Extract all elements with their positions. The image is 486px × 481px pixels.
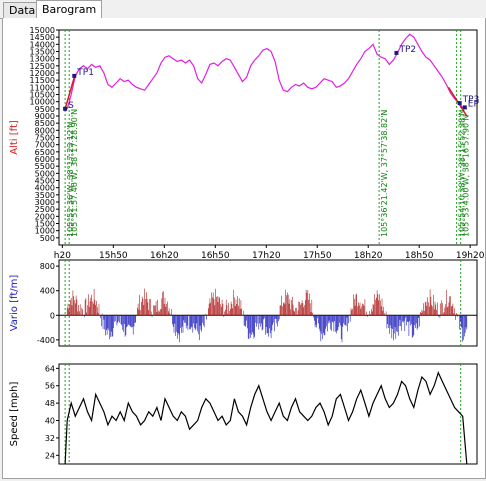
altitude-y-tick-label: 10500 bbox=[30, 91, 55, 100]
waypoint-coordinate-label: 105°36'21.42'W, 37°57'38.82'N bbox=[380, 110, 389, 237]
altitude-y-tick-label: 6500 bbox=[35, 148, 55, 157]
waypoint-coordinate-label: 105°52.36'W, 38°17.23.12'N bbox=[66, 122, 75, 237]
altitude-y-tick-label: 13000 bbox=[30, 55, 55, 64]
barogram-charts: 5001000150020002500300035004000450050005… bbox=[9, 26, 485, 465]
altitude-y-tick-label: 500 bbox=[40, 234, 55, 243]
altitude-y-tick-label: 9000 bbox=[35, 112, 55, 121]
waypoint-coordinate-label: 105°51.57.46'W, 38°17.28.90'N bbox=[70, 109, 79, 237]
waypoint-marker bbox=[72, 73, 77, 78]
altitude-y-tick-label: 5500 bbox=[35, 162, 55, 171]
task-leg-finish bbox=[447, 86, 468, 117]
altitude-x-tick-label: 19h20 bbox=[456, 251, 485, 261]
speed-y-tick-label: 64 bbox=[45, 364, 55, 373]
speed-y-tick-label: 40 bbox=[45, 417, 55, 426]
speed-line bbox=[64, 371, 468, 465]
vario-y-tick-label: -400 bbox=[37, 336, 55, 345]
speed-axis-label: Speed [mph] bbox=[9, 382, 20, 447]
altitude-y-tick-label: 12500 bbox=[30, 62, 55, 71]
altitude-y-tick-label: 4000 bbox=[35, 184, 55, 193]
altitude-y-tick-label: 3000 bbox=[35, 198, 55, 207]
altitude-y-tick-label: 2000 bbox=[35, 212, 55, 221]
waypoint-marker bbox=[462, 105, 467, 110]
altitude-y-tick-label: 2500 bbox=[35, 205, 55, 214]
altitude-y-tick-label: 9500 bbox=[35, 105, 55, 114]
altitude-y-tick-label: 7500 bbox=[35, 134, 55, 143]
speed-y-tick-label: 48 bbox=[45, 399, 55, 408]
vario-y-tick-label: 800 bbox=[40, 262, 55, 271]
vario-y-tick-label: 0 bbox=[50, 311, 55, 320]
vario-sink-trace bbox=[84, 315, 468, 343]
vario-climb-trace bbox=[66, 288, 459, 316]
altitude-axis-label: Alti [ft] bbox=[9, 120, 20, 155]
altitude-y-tick-label: 14000 bbox=[30, 40, 55, 49]
altitude-y-tick-label: 13500 bbox=[30, 48, 55, 57]
speed-y-tick-label: 56 bbox=[45, 382, 55, 391]
altitude-y-tick-label: 5000 bbox=[35, 169, 55, 178]
speed-y-tick-label: 32 bbox=[45, 434, 55, 443]
waypoint-coordinate-label: 105°54'10.38'W, 38°15'52.38'N bbox=[458, 110, 467, 237]
waypoint-label: EP bbox=[468, 99, 480, 109]
waypoint-marker bbox=[394, 50, 399, 55]
vario-axis-label: Vario [ft/m] bbox=[9, 275, 20, 332]
altitude-y-tick-label: 4500 bbox=[35, 177, 55, 186]
waypoint-label: TP3 bbox=[462, 95, 480, 105]
altitude-x-tick-label: 16h20 bbox=[150, 251, 179, 261]
waypoint-marker bbox=[457, 101, 462, 106]
speed-y-tick-label: 24 bbox=[45, 451, 55, 460]
altitude-plot-frame bbox=[58, 29, 478, 246]
altitude-x-tick-label: h20 bbox=[54, 251, 71, 261]
task-leg-start bbox=[64, 77, 76, 110]
tab-barogram[interactable]: Barogram bbox=[36, 0, 103, 19]
altitude-y-tick-label: 11500 bbox=[30, 76, 55, 85]
waypoint-label: TP1 bbox=[76, 68, 94, 78]
barogram-panel: 500 1000 1500 2000 2500 3000 3500 4000 4500 5000 5… bbox=[2, 18, 486, 479]
altitude-x-tick-label: 16h50 bbox=[201, 251, 230, 261]
altitude-y-tick-label: 10000 bbox=[30, 98, 55, 107]
altitude-y-tick-label: 3500 bbox=[35, 191, 55, 200]
altitude-y-tick-label: 12000 bbox=[30, 69, 55, 78]
vario-y-tick-label: 400 bbox=[40, 287, 55, 296]
altitude-y-tick-label: 1000 bbox=[35, 227, 55, 236]
altitude-x-tick-label: 18h20 bbox=[354, 251, 383, 261]
altitude-x-tick-label: 17h20 bbox=[252, 251, 281, 261]
altitude-y-tick-label: 7000 bbox=[35, 141, 55, 150]
altitude-y-tick-label: 11000 bbox=[30, 83, 55, 92]
altitude-x-tick-label: 15h50 bbox=[99, 251, 128, 261]
altitude-y-tick-label: 15000 bbox=[30, 26, 55, 35]
waypoint-label: TP2 bbox=[398, 45, 416, 55]
altitude-y-tick-label: 6000 bbox=[35, 155, 55, 164]
altitude-y-tick-label: 1500 bbox=[35, 220, 55, 229]
altitude-y-tick-label: 8000 bbox=[35, 126, 55, 135]
altitude-line bbox=[66, 33, 467, 110]
altitude-x-tick-label: 18h50 bbox=[405, 251, 434, 261]
altitude-y-tick-label: 8500 bbox=[35, 119, 55, 128]
tab-bar: Data Barogram bbox=[0, 0, 486, 19]
altitude-x-tick-label: 17h50 bbox=[303, 251, 332, 261]
waypoint-coordinate-label: 105°53'4.00'W, 38°16'57.90'N bbox=[462, 115, 471, 237]
altitude-y-tick-label: 14500 bbox=[30, 33, 55, 42]
waypoint-label: S bbox=[68, 101, 74, 111]
waypoint-marker bbox=[63, 106, 68, 111]
